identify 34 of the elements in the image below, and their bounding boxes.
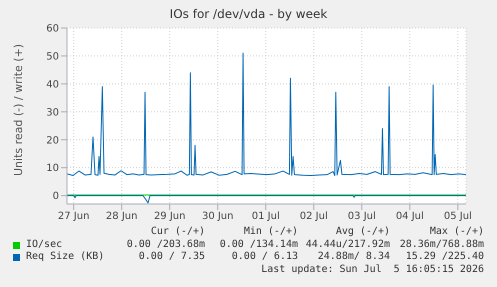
text: 0.00 /134.14m — [220, 238, 298, 250]
legend-label: IO/sec — [26, 238, 62, 250]
y-tick-label: 60 — [46, 24, 59, 35]
text: Min (-/+) — [244, 226, 298, 237]
x-tick-label: 03 Jul — [348, 211, 376, 222]
text: 28.36m/768.88m — [400, 238, 484, 250]
x-tick-label: 29 Jun — [154, 211, 186, 222]
text: Last update: Sun Jul 5 16:05:15 2026 — [261, 264, 484, 274]
y-tick-label: 0 — [52, 191, 59, 202]
text: 44.44u/217.92m — [306, 238, 390, 250]
y-tick-label: 30 — [46, 107, 59, 118]
legend-label: Req Size (KB) — [26, 251, 104, 262]
line-series — [67, 52, 466, 176]
x-tick-label: 01 Jul — [252, 211, 280, 222]
y-axis-title: Units read (-) / write (+) — [12, 44, 25, 176]
text: Cur (-/+) — [150, 226, 205, 237]
y-tick-label: 40 — [46, 79, 59, 90]
x-tick-label: 30 Jun — [202, 211, 234, 222]
x-tick-label: 28 Jun — [106, 211, 138, 222]
text: 0.00 / 6.13 — [232, 251, 298, 262]
chart-title: IOs for /dev/vda - by week — [168, 7, 328, 21]
x-tick-label: 04 Jul — [396, 211, 424, 222]
y-tick-label: 20 — [46, 135, 59, 146]
x-tick-label: 05 Jul — [444, 211, 472, 222]
text: 0.00 / 7.35 — [138, 251, 205, 262]
text: 15.29 /225.40 — [406, 251, 484, 262]
text: Avg (-/+) — [336, 226, 390, 237]
text: 0.00 /203.68m — [126, 238, 205, 250]
y-tick-label: 50 — [46, 51, 59, 62]
y-tick-label: 10 — [46, 163, 59, 174]
text: Max (-/+) — [430, 226, 484, 237]
x-tick-label: 27 Jun — [58, 211, 90, 222]
text: 24.88m/ 8.34 — [318, 251, 390, 262]
x-tick-label: 02 Jul — [300, 211, 328, 222]
